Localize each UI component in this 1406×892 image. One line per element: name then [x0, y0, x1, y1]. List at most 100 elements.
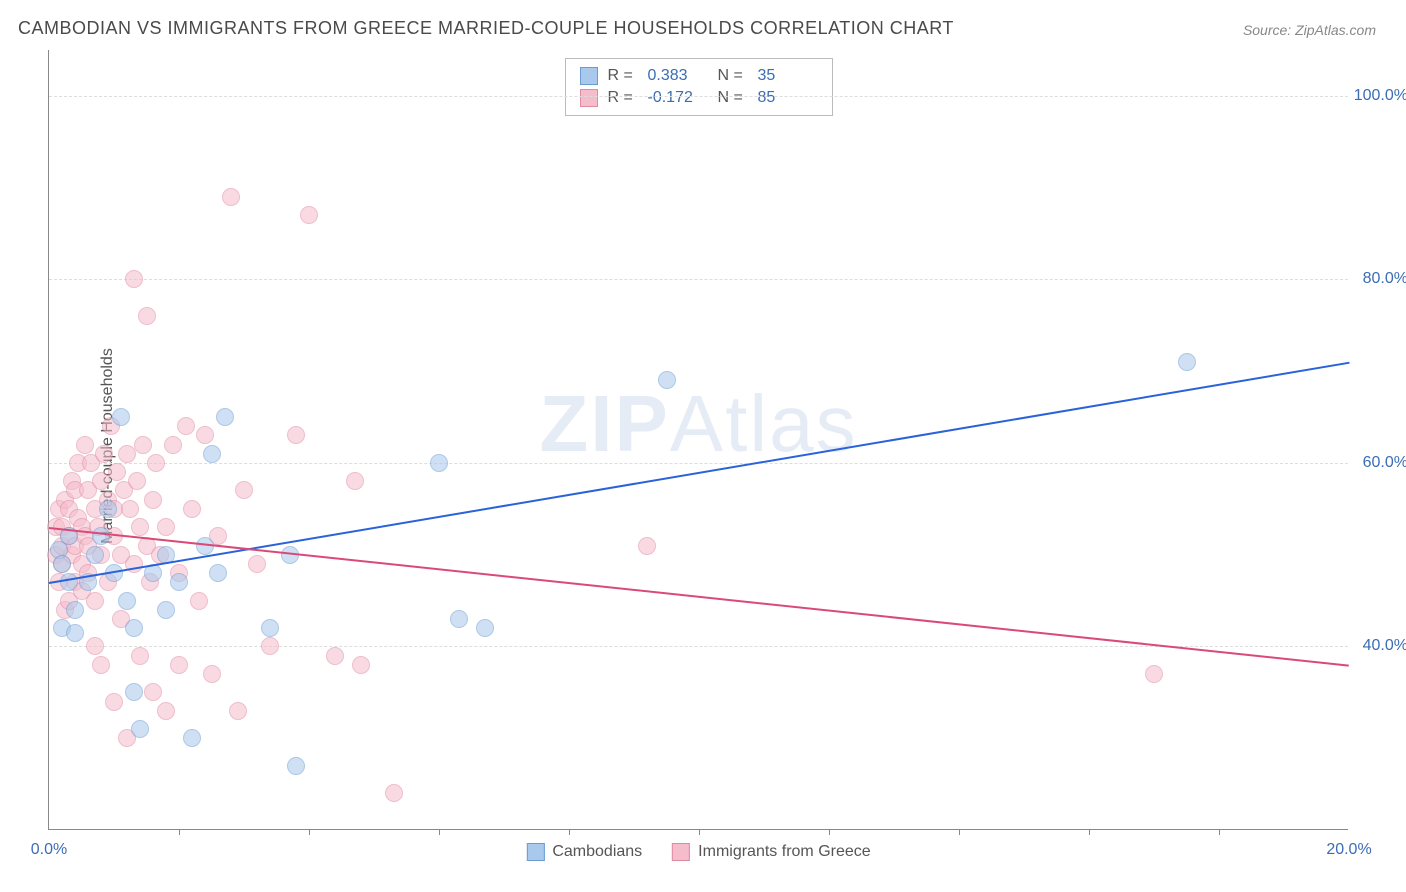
data-point [108, 463, 126, 481]
swatch-cambodians-bottom [526, 843, 544, 861]
data-point [76, 436, 94, 454]
x-tick [699, 829, 700, 835]
plot-area: ZIPAtlas R = 0.383 N = 35 R = -0.172 N =… [48, 50, 1348, 830]
data-point [118, 592, 136, 610]
chart-title: CAMBODIAN VS IMMIGRANTS FROM GREECE MARR… [18, 18, 954, 39]
data-point [203, 445, 221, 463]
x-tick [1219, 829, 1220, 835]
data-point [203, 665, 221, 683]
data-point [86, 546, 104, 564]
data-point [66, 624, 84, 642]
data-point [105, 693, 123, 711]
data-point [183, 500, 201, 518]
y-tick-label: 40.0% [1363, 637, 1406, 655]
data-point [385, 784, 403, 802]
data-point [92, 472, 110, 490]
data-point [170, 573, 188, 591]
data-point [99, 500, 117, 518]
x-tick [569, 829, 570, 835]
data-point [144, 491, 162, 509]
swatch-cambodians [580, 67, 598, 85]
data-point [86, 637, 104, 655]
data-point [131, 518, 149, 536]
data-point [430, 454, 448, 472]
x-tick-label: 20.0% [1326, 841, 1371, 859]
data-point [261, 619, 279, 637]
x-tick [179, 829, 180, 835]
data-point [92, 527, 110, 545]
data-point [86, 592, 104, 610]
data-point [229, 702, 247, 720]
series-legend: Cambodians Immigrants from Greece [526, 843, 870, 861]
swatch-greece [580, 89, 598, 107]
data-point [66, 601, 84, 619]
data-point [125, 270, 143, 288]
gridline [49, 463, 1348, 464]
data-point [235, 481, 253, 499]
data-point [138, 307, 156, 325]
x-tick-label: 0.0% [31, 841, 67, 859]
data-point [60, 573, 78, 591]
data-point [157, 702, 175, 720]
data-point [183, 729, 201, 747]
data-point [157, 601, 175, 619]
data-point [209, 564, 227, 582]
data-point [170, 656, 188, 674]
data-point [222, 188, 240, 206]
data-point [177, 417, 195, 435]
data-point [352, 656, 370, 674]
y-tick-label: 100.0% [1354, 87, 1406, 105]
data-point [196, 426, 214, 444]
data-point [112, 408, 130, 426]
legend-item-greece: Immigrants from Greece [672, 843, 870, 861]
data-point [131, 647, 149, 665]
data-point [450, 610, 468, 628]
x-tick [309, 829, 310, 835]
data-point [134, 436, 152, 454]
x-tick [1089, 829, 1090, 835]
legend-row-greece: R = -0.172 N = 85 [580, 87, 818, 109]
data-point [125, 619, 143, 637]
data-point [216, 408, 234, 426]
data-point [326, 647, 344, 665]
data-point [95, 445, 113, 463]
data-point [248, 555, 266, 573]
x-tick [439, 829, 440, 835]
chart-container: CAMBODIAN VS IMMIGRANTS FROM GREECE MARR… [0, 0, 1406, 892]
trend-line [49, 362, 1349, 584]
data-point [125, 683, 143, 701]
gridline [49, 96, 1348, 97]
x-tick [829, 829, 830, 835]
data-point [144, 683, 162, 701]
data-point [1145, 665, 1163, 683]
legend-item-cambodians: Cambodians [526, 843, 642, 861]
data-point [287, 426, 305, 444]
y-tick-label: 80.0% [1363, 270, 1406, 288]
correlation-legend: R = 0.383 N = 35 R = -0.172 N = 85 [565, 58, 833, 116]
data-point [261, 637, 279, 655]
data-point [157, 518, 175, 536]
gridline [49, 646, 1348, 647]
data-point [92, 656, 110, 674]
data-point [638, 537, 656, 555]
data-point [476, 619, 494, 637]
data-point [128, 472, 146, 490]
x-tick [959, 829, 960, 835]
data-point [121, 500, 139, 518]
legend-row-cambodians: R = 0.383 N = 35 [580, 65, 818, 87]
data-point [346, 472, 364, 490]
swatch-greece-bottom [672, 843, 690, 861]
source-label: Source: ZipAtlas.com [1243, 22, 1376, 38]
data-point [147, 454, 165, 472]
data-point [287, 757, 305, 775]
data-point [658, 371, 676, 389]
data-point [131, 720, 149, 738]
y-tick-label: 60.0% [1363, 454, 1406, 472]
watermark: ZIPAtlas [539, 378, 857, 470]
data-point [300, 206, 318, 224]
data-point [190, 592, 208, 610]
gridline [49, 279, 1348, 280]
data-point [1178, 353, 1196, 371]
data-point [164, 436, 182, 454]
data-point [53, 555, 71, 573]
